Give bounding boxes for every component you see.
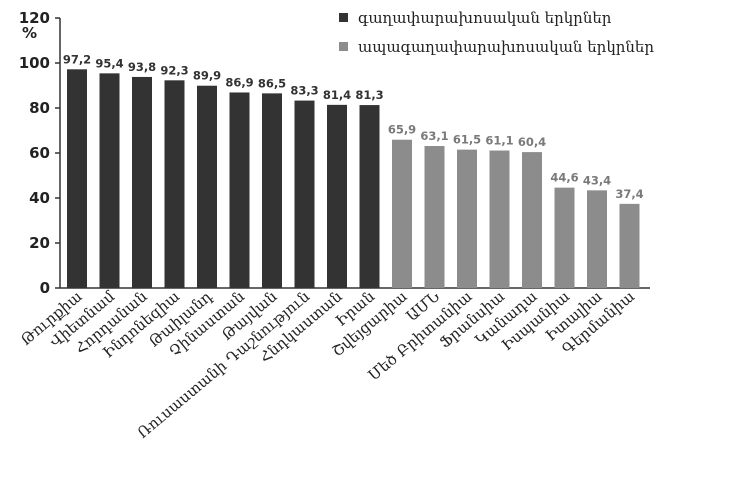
bar	[489, 150, 510, 288]
bar	[587, 190, 607, 288]
data-label: 86,5	[258, 76, 286, 90]
bar	[424, 146, 445, 288]
data-label: 61,1	[485, 134, 513, 148]
bar	[197, 85, 217, 288]
data-label: 89,9	[193, 69, 221, 83]
data-label: 81,4	[323, 88, 351, 102]
data-label: 43,4	[583, 173, 611, 187]
data-label: 81,3	[355, 88, 383, 102]
bar	[327, 104, 347, 288]
bar	[294, 100, 315, 288]
data-label: 44,6	[550, 171, 578, 185]
bar	[522, 152, 542, 288]
bar	[262, 93, 282, 288]
y-tick-label: 80	[29, 99, 50, 117]
category-labels: ԹուրքիաՎիետնամՀորդանանԻնդոնեզիաԹաիլանդՉի…	[17, 287, 638, 442]
data-label: 97,2	[63, 52, 91, 66]
bar	[99, 73, 120, 288]
y-tick-label: 100	[19, 54, 50, 72]
bars	[67, 69, 640, 288]
bar	[164, 80, 185, 288]
y-tick-label: 20	[29, 234, 50, 252]
data-label: 83,3	[290, 84, 318, 98]
legend-swatch-post-ideological	[339, 42, 348, 51]
data-label: 37,4	[615, 187, 643, 201]
bar	[132, 76, 152, 288]
data-label: 61,5	[453, 133, 481, 147]
data-label: 93,8	[128, 60, 156, 74]
bar	[619, 203, 640, 288]
legend-swatch-ideological	[339, 13, 348, 22]
legend-label-ideological: գաղափարախոսական երկրներ	[358, 9, 612, 27]
data-labels: 97,2 95,4 93,8 92,3 89,9 86,9 86,5 83,3 81,4 81,3…	[63, 52, 644, 201]
data-label: 65,9	[388, 123, 416, 137]
y-tick-label: 40	[29, 189, 50, 207]
y-tick-label: 120	[19, 9, 50, 27]
data-label: 86,9	[225, 75, 253, 89]
y-axis-ticks: 0 20 40 60 80 100 120	[19, 9, 60, 297]
data-label: 60,4	[518, 135, 546, 149]
data-label: 63,1	[420, 129, 448, 143]
y-tick-label: 60	[29, 144, 50, 162]
data-label: 92,3	[160, 63, 188, 77]
y-tick-label: 0	[40, 279, 50, 297]
legend: գաղափարախոսական երկրներ ապագաղափարախոսակ…	[339, 9, 654, 56]
bar	[67, 69, 87, 288]
y-axis-unit: %	[22, 24, 37, 42]
data-label: 95,4	[95, 56, 123, 70]
legend-label-post-ideological: ապագաղափարախոսական երկրներ	[358, 38, 654, 56]
bar	[359, 105, 380, 288]
bar	[392, 139, 412, 288]
bar	[554, 187, 575, 288]
bar	[229, 92, 250, 288]
bar	[457, 149, 477, 288]
